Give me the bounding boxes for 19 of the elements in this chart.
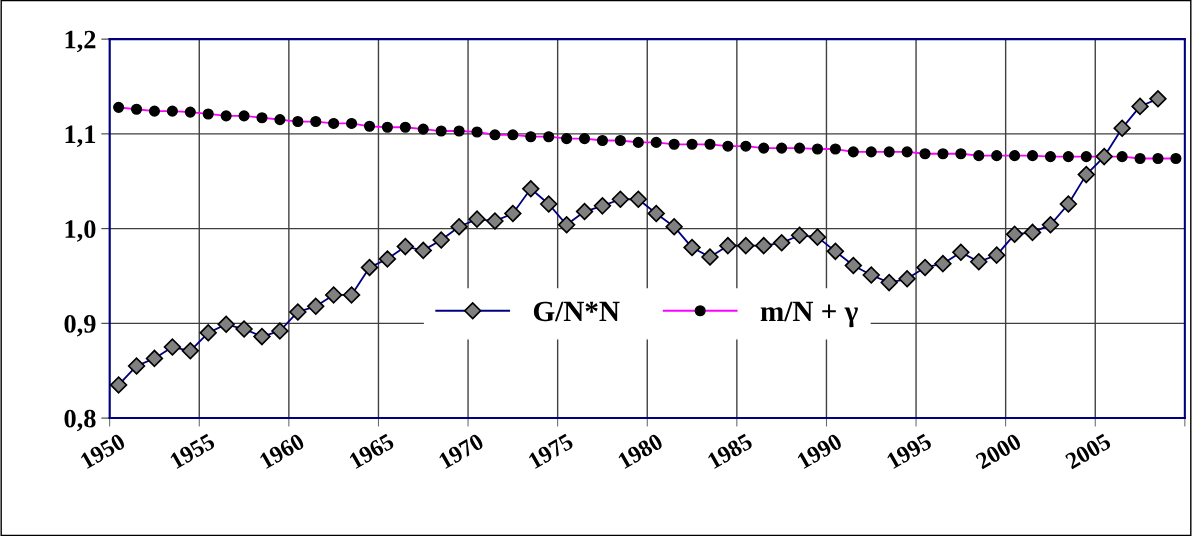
x-tick-label: 2005 [1064, 432, 1112, 470]
x-tick-label: 1990 [796, 433, 843, 470]
legend-label: G/N*N [533, 301, 620, 322]
x-tick-label: 1985 [706, 432, 754, 470]
y-tick-label: 0,8 [64, 409, 96, 432]
x-tick-label: 1960 [258, 433, 306, 470]
x-tick-label: 2000 [974, 433, 1023, 470]
y-tick-label: 0,9 [64, 314, 96, 337]
x-tick-label: 1975 [527, 433, 575, 470]
y-tick-label: 1,0 [65, 220, 96, 242]
y-tick-label: 1,1 [65, 125, 96, 148]
x-tick-label: 1965 [348, 433, 395, 470]
legend-label: m/N + γ [760, 301, 858, 328]
x-tick-label: 1980 [617, 433, 664, 470]
x-tick-label: 1995 [886, 433, 933, 470]
y-tick-label: 1,2 [65, 30, 96, 53]
x-tick-label: 1955 [169, 433, 216, 470]
x-tick-label: 1950 [79, 433, 127, 470]
x-tick-label: 1970 [438, 433, 485, 470]
